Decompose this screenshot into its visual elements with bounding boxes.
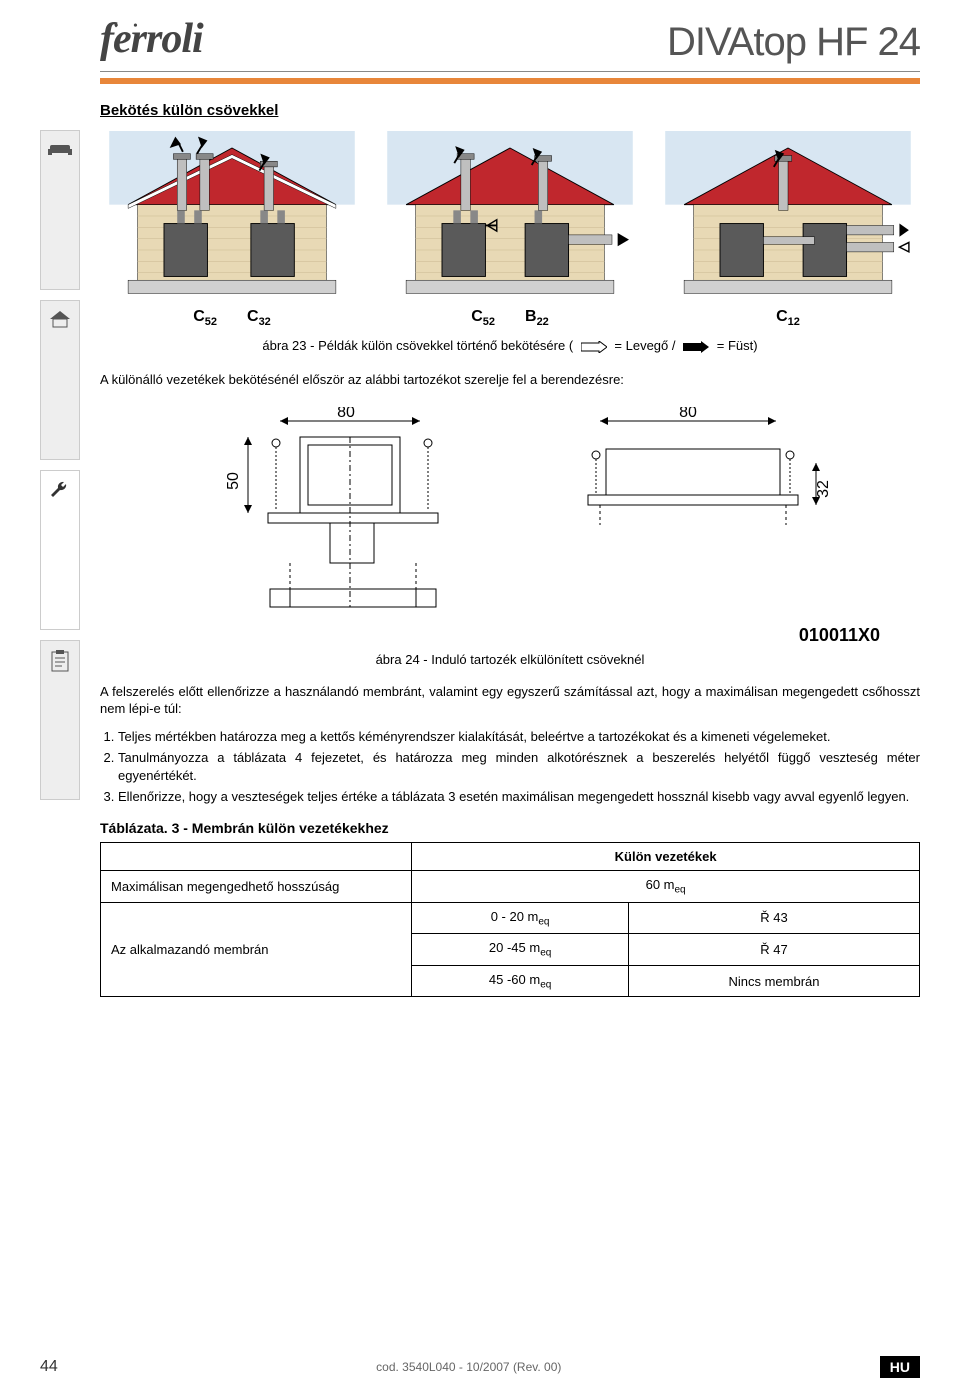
sidebar [40,130,80,810]
doc-code: cod. 3540L040 - 10/2007 (Rev. 00) [58,1360,880,1374]
product-text: DIVAtop HF 24 [667,20,920,64]
sofa-icon [48,139,72,157]
sidebar-tab-2 [40,300,80,460]
tech-right-view: 80 32 [540,407,840,557]
caption-fume: = Füst) [717,338,758,353]
tech-drawing: 80 50 [100,407,920,617]
label-c52b: C52 [471,308,495,328]
membrane-0: Ř 43 [628,902,919,934]
dim-50: 50 [225,472,242,490]
range-2: 45 -60 meq [412,965,629,997]
page-number: 44 [40,1358,58,1376]
dim-32: 32 [815,480,832,498]
house-3-labels: C12 [656,308,920,328]
row1-val: 60 meq [412,871,920,903]
row2-label: Az alkalmazandó membrán [101,902,412,997]
list-item: Ellenőrizze, hogy a veszteségek teljes é… [118,788,920,806]
air-arrow-icon [581,341,607,353]
sidebar-tab-4 [40,640,80,800]
fume-arrow-icon [683,341,709,353]
label-c52: C52 [193,308,217,328]
caption-air: = Levegő / [614,338,679,353]
label-b22: B22 [525,308,549,328]
brand-text: ferroli [100,16,203,62]
section-title: Bekötés külön csövekkel [100,102,920,119]
sidebar-tab-1 [40,130,80,290]
sidebar-tab-3 [40,470,80,630]
row1-label: Maximálisan megengedhető hosszúság [101,871,412,903]
part-code: 010011X0 [100,625,880,646]
dim-80-left: 80 [337,407,355,421]
figure23-caption: ábra 23 - Példák külön csövekkel történő… [100,338,920,353]
house-2-drawing [378,131,642,301]
houses-row: C52 C32 [100,131,920,328]
house-2: C52 B22 [378,131,642,328]
para2: A felszerelés előtt ellenőrizze a haszná… [100,683,920,718]
house-icon [48,309,72,329]
lang-badge: HU [880,1356,920,1378]
table-header: Külön vezetékek [412,843,920,871]
membrane-table: Külön vezetékek Maximálisan megengedhető… [100,842,920,997]
membrane-2: Nincs membrán [628,965,919,997]
wrench-icon [49,479,71,501]
dim-80-right: 80 [679,407,697,421]
list-item: Tanulmányozza a táblázata 4 fejezetet, é… [118,749,920,784]
range-0: 0 - 20 meq [412,902,629,934]
tech-left-view: 80 50 [180,407,500,617]
list-item: Teljes mértékben határozza meg a kettős … [118,728,920,746]
page-footer: 44 cod. 3540L040 - 10/2007 (Rev. 00) HU [40,1356,920,1378]
house-1: C52 C32 [100,131,364,328]
house-1-labels: C52 C32 [100,308,364,328]
house-3-drawing [656,131,920,301]
house-1-drawing [100,131,364,301]
header-divider [100,78,920,84]
table-title: Táblázata. 3 - Membrán külön vezetékekhe… [100,820,920,836]
label-c12: C12 [776,308,800,328]
content: Bekötés külön csövekkel [100,102,920,997]
page-header: • • ferroli DIVAtop HF 24 [100,20,920,72]
figure24-caption: ábra 24 - Induló tartozék elkülönített c… [100,652,920,667]
product-title: DIVAtop HF 24 [667,20,920,65]
clipboard-icon [50,649,70,673]
house-3: C12 [656,131,920,328]
caption-prefix: ábra 23 - Példák külön csövekkel történő… [262,338,573,353]
intro-text: A különálló vezetékek bekötésénél előszö… [100,371,920,389]
house-2-labels: C52 B22 [378,308,642,328]
range-1: 20 -45 meq [412,934,629,966]
instruction-list: Teljes mértékben határozza meg a kettős … [118,728,920,806]
label-c32: C32 [247,308,271,328]
membrane-1: Ř 47 [628,934,919,966]
brand-logo: • • ferroli [100,20,203,58]
